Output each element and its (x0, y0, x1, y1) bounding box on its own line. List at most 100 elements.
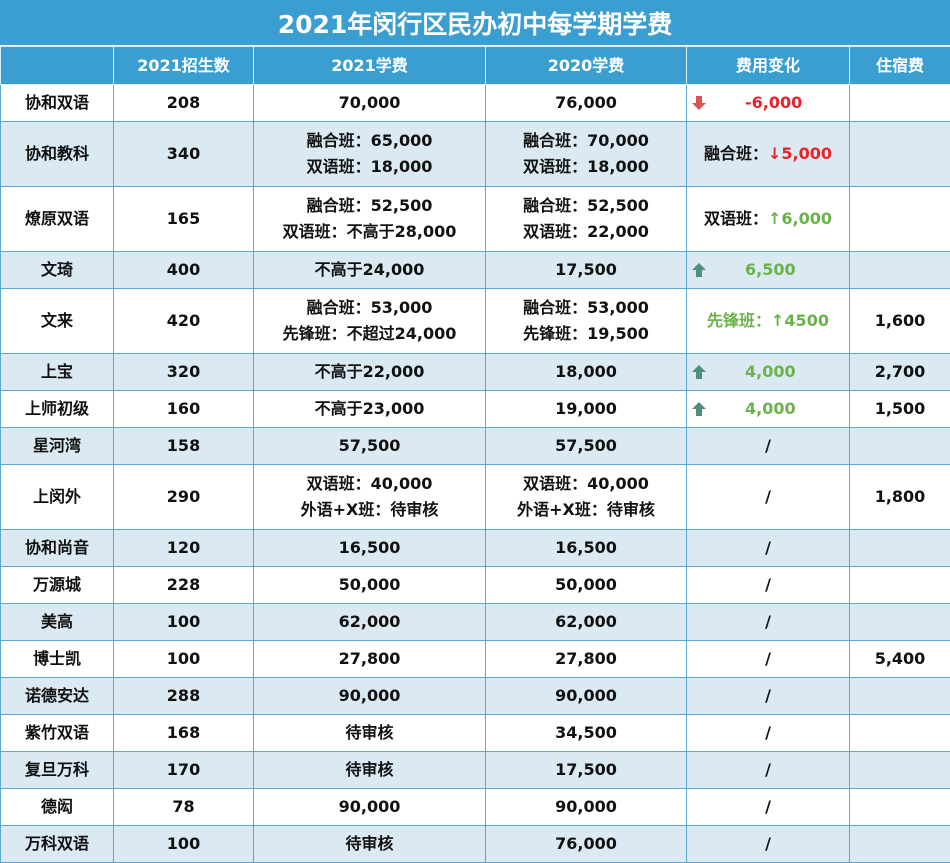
fee-line: 双语班：18,000 (523, 157, 649, 176)
fee-line: 57,500 (555, 436, 617, 455)
fee-line: 不高于22,000 (314, 362, 425, 381)
fee-2021-cell: 不高于23,000 (253, 390, 486, 428)
enroll-cell: 168 (113, 714, 254, 752)
fee-line: 外语+X班：待审核 (517, 500, 655, 519)
fee-2020-cell: 57,500 (485, 427, 687, 465)
fee-2021-cell: 不高于24,000 (253, 251, 486, 289)
table-row: 燎原双语 165 融合班：52,500 双语班：不高于28,000 融合班：52,500… (0, 186, 950, 252)
table-row: 万科双语 100 待审核 76,000 / (0, 825, 950, 863)
enroll-cell: 420 (113, 288, 254, 354)
change-none: / (765, 538, 771, 557)
change-value: 4,000 (745, 399, 796, 418)
table-row: 文琦 400 不高于24,000 17,500 6,500 (0, 251, 950, 289)
table-row: 协和尚音 120 16,500 16,500 / (0, 529, 950, 567)
fee-line: 18,000 (555, 362, 617, 381)
fee-2020-cell: 90,000 (485, 677, 687, 715)
fee-line: 50,000 (338, 575, 401, 594)
school-name-cell: 星河湾 (0, 427, 114, 465)
school-name-cell: 上宝 (0, 353, 114, 391)
header-fee-2021: 2021学费 (253, 46, 486, 85)
fee-2021-cell: 16,500 (253, 529, 486, 567)
change-none: / (765, 612, 771, 631)
fee-line: 19,000 (555, 399, 617, 418)
fee-2021-cell: 融合班：52,500 双语班：不高于28,000 (253, 186, 486, 252)
header-boarding-fee: 住宿费 (849, 46, 950, 85)
fee-2021-cell: 62,000 (253, 603, 486, 641)
boarding-fee-cell (849, 251, 950, 289)
boarding-fee-cell (849, 84, 950, 122)
fee-line: 先锋班：19,500 (523, 324, 649, 343)
fee-change-cell: 双语班： ↑6,000 (686, 186, 850, 252)
fee-line: 57,500 (338, 436, 401, 455)
enroll-cell: 208 (113, 84, 254, 122)
change-none: / (765, 487, 771, 506)
table-row: 协和双语 208 70,000 76,000 -6,000 (0, 84, 950, 122)
fee-2021-cell: 70,000 (253, 84, 486, 122)
fee-line: 待审核 (345, 834, 394, 853)
change-none: / (765, 723, 771, 742)
school-name-cell: 上闵外 (0, 464, 114, 530)
school-name-cell: 协和尚音 (0, 529, 114, 567)
fee-line: 融合班：53,000 (306, 298, 433, 317)
fee-2021-cell: 双语班：40,000 外语+X班：待审核 (253, 464, 486, 530)
boarding-fee-cell (849, 603, 950, 641)
change-label: 融合班： (703, 144, 768, 163)
fee-2021-cell: 27,800 (253, 640, 486, 678)
change-value: 6,500 (745, 260, 796, 279)
enroll-cell: 100 (113, 825, 254, 863)
table-row: 星河湾 158 57,500 57,500 / (0, 427, 950, 465)
change-label: 双语班： (703, 209, 768, 228)
fee-change-cell: / (686, 566, 850, 604)
enroll-cell: 170 (113, 751, 254, 789)
fee-2020-cell: 19,000 (485, 390, 687, 428)
school-name-cell: 上师初级 (0, 390, 114, 428)
enroll-cell: 228 (113, 566, 254, 604)
fee-2020-cell: 34,500 (485, 714, 687, 752)
table-row: 博士凯 100 27,800 27,800 / 5,400 (0, 640, 950, 678)
fee-line: 双语班：22,000 (523, 222, 649, 241)
fee-table: 2021招生数 2021学费 2020学费 费用变化 住宿费 协和双语 208 70… (0, 46, 950, 863)
fee-line: 融合班：52,500 (306, 196, 433, 215)
header-enroll-2021: 2021招生数 (113, 46, 254, 85)
fee-2021-cell: 90,000 (253, 788, 486, 826)
change-none: / (765, 649, 771, 668)
fee-line: 融合班：70,000 (523, 131, 649, 150)
fee-change-cell: 4,000 (686, 390, 850, 428)
fee-2020-cell: 融合班：52,500 双语班：22,000 (485, 186, 687, 252)
change-value: 4,000 (745, 362, 796, 381)
fee-2020-cell: 16,500 (485, 529, 687, 567)
fee-line: 融合班：65,000 (306, 131, 433, 150)
boarding-fee-cell (849, 788, 950, 826)
fee-change-cell: 先锋班：↑4500 (686, 288, 850, 354)
fee-line: 27,800 (338, 649, 401, 668)
fee-2021-cell: 待审核 (253, 714, 486, 752)
fee-2021-cell: 90,000 (253, 677, 486, 715)
fee-2020-cell: 76,000 (485, 825, 687, 863)
header-school (0, 46, 114, 85)
enroll-cell: 100 (113, 603, 254, 641)
boarding-fee-cell (849, 677, 950, 715)
enroll-cell: 290 (113, 464, 254, 530)
enroll-cell: 78 (113, 788, 254, 826)
boarding-fee-cell (849, 529, 950, 567)
enroll-cell: 100 (113, 640, 254, 678)
boarding-fee-cell: 1,600 (849, 288, 950, 354)
fee-change-cell: / (686, 529, 850, 567)
fee-change-cell: / (686, 603, 850, 641)
fee-2020-cell: 62,000 (485, 603, 687, 641)
fee-change-cell: / (686, 714, 850, 752)
enroll-cell: 400 (113, 251, 254, 289)
fee-line: 17,500 (555, 260, 617, 279)
fee-line: 76,000 (555, 93, 617, 112)
change-value: ↓5,000 (768, 144, 833, 163)
school-name-cell: 德闳 (0, 788, 114, 826)
change-none: / (765, 575, 771, 594)
fee-change-cell: 6,500 (686, 251, 850, 289)
boarding-fee-cell (849, 751, 950, 789)
fee-change-cell: 4,000 (686, 353, 850, 391)
fee-line: 90,000 (338, 686, 401, 705)
school-name-cell: 美高 (0, 603, 114, 641)
school-name-cell: 博士凯 (0, 640, 114, 678)
boarding-fee-cell (849, 825, 950, 863)
fee-2020-cell: 融合班：53,000 先锋班：19,500 (485, 288, 687, 354)
